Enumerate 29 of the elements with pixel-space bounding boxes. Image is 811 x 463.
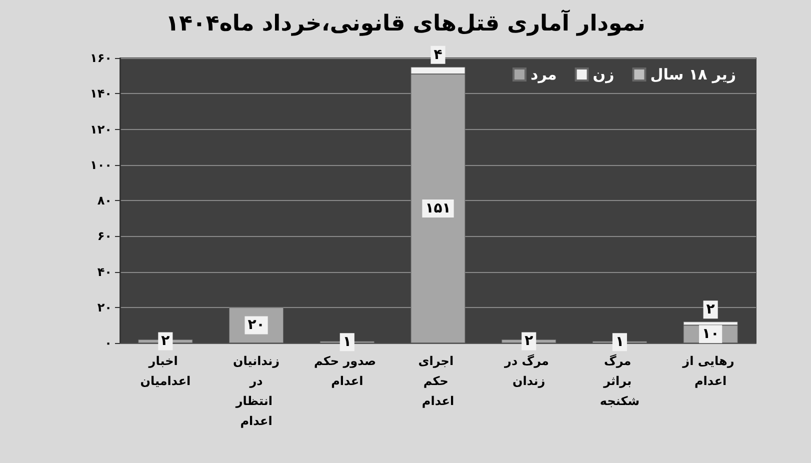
- y-tick-label: ۶۰: [97, 229, 112, 244]
- y-tick-label: ۲۰: [97, 300, 112, 314]
- y-tick-label: ۱۰۰: [90, 158, 112, 172]
- y-tick-label: ۱۴۰: [90, 86, 112, 101]
- x-tick-label: مرگ در زندان: [504, 354, 554, 388]
- data-label: ۲: [524, 333, 534, 350]
- data-label: ۲: [161, 333, 170, 350]
- data-label: ۲: [706, 302, 716, 318]
- y-tick-label: ۱۲۰: [90, 122, 112, 136]
- x-tick-label: اجرای حکم اعدام: [418, 354, 458, 408]
- x-tick-label: اخبار اعدامیان: [140, 354, 191, 388]
- x-tick-label: صدور حکم اعدام: [314, 354, 380, 388]
- data-label: ۱۵۱: [425, 200, 451, 217]
- x-tick-label: رهایی از اعدام: [682, 354, 738, 388]
- data-label: ۱: [342, 334, 352, 350]
- x-tick-label: مرگ براثر شکنجه: [600, 354, 640, 408]
- y-tick-label: ۰: [104, 336, 112, 350]
- legend-label: مرد: [530, 66, 557, 84]
- y-tick-label: ۴۰: [97, 264, 112, 279]
- data-label: ۴: [434, 46, 443, 63]
- data-label: ۲۰: [248, 317, 265, 334]
- data-label: ۱۰: [702, 326, 720, 342]
- y-tick-label: ۱۶۰: [90, 51, 112, 65]
- data-label: ۱: [615, 334, 624, 350]
- legend-label: زیر ۱۸ سال: [650, 66, 736, 84]
- legend-label: زن: [592, 66, 614, 84]
- y-tick-label: ۸۰: [97, 194, 112, 208]
- chart-title: نمودار آماری قتل‌های قانونی،خرداد ماه۱۴۰۴: [166, 10, 646, 36]
- x-tick-label: زندانیان در انتظار اعدام: [232, 354, 280, 428]
